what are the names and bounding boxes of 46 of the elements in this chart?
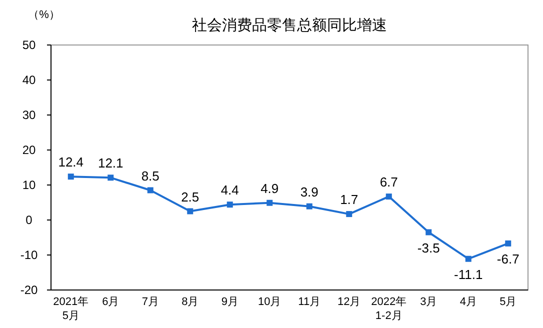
x-tick-label: 10月: [258, 296, 282, 308]
point: [386, 194, 392, 200]
data-label: 4.9: [260, 180, 279, 196]
data-label: 12.4: [58, 154, 84, 170]
y-tick-label: 20: [22, 143, 36, 157]
data-label: 1.7: [340, 192, 358, 208]
data-label: -3.5: [417, 240, 440, 256]
point: [108, 174, 114, 181]
data-label: 2.5: [181, 189, 200, 204]
data-label: 6.7: [380, 174, 398, 190]
x-tick-label: 9月: [221, 296, 238, 308]
data-label: -11.1: [454, 266, 483, 282]
point: [465, 256, 472, 262]
point: [226, 202, 233, 208]
x-tick-label: 5月: [500, 296, 517, 308]
y-tick-label: -20: [20, 283, 38, 297]
y-axis-title: （%）: [28, 9, 60, 21]
point: [306, 203, 312, 210]
x-tick-label: 2021年 5月: [53, 296, 89, 322]
data-label: 12.1: [98, 156, 124, 171]
data-label: 4.4: [220, 182, 239, 198]
y-tick-label: 50: [22, 38, 36, 52]
y-tick-label: 0: [26, 213, 33, 227]
point: [426, 229, 432, 236]
x-tick-label: 12月: [338, 296, 361, 308]
point: [346, 211, 352, 218]
point: [266, 200, 273, 206]
x-tick-label: 7月: [142, 296, 159, 308]
point: [68, 174, 74, 180]
x-tick-label: 2022年 1-2月: [371, 296, 407, 322]
chart-title: 社会消费品零售总额同比增速: [192, 17, 387, 34]
x-tick-label: 6月: [102, 296, 120, 308]
data-label: 8.5: [141, 168, 160, 184]
y-tick-label: 10: [22, 178, 36, 192]
point: [147, 187, 154, 194]
y-tick-label: 40: [22, 73, 36, 87]
y-tick-label: -10: [20, 248, 38, 262]
data-label: -6.7: [496, 251, 520, 266]
point: [187, 208, 194, 214]
data-label: 3.9: [300, 184, 318, 200]
x-tick-label: 11月: [298, 296, 321, 308]
x-tick-label: 8月: [182, 296, 199, 308]
point: [505, 240, 512, 246]
x-tick-label: 3月: [420, 296, 438, 308]
y-tick-label: 30: [22, 108, 36, 122]
x-tick-label: 4月: [460, 296, 477, 308]
